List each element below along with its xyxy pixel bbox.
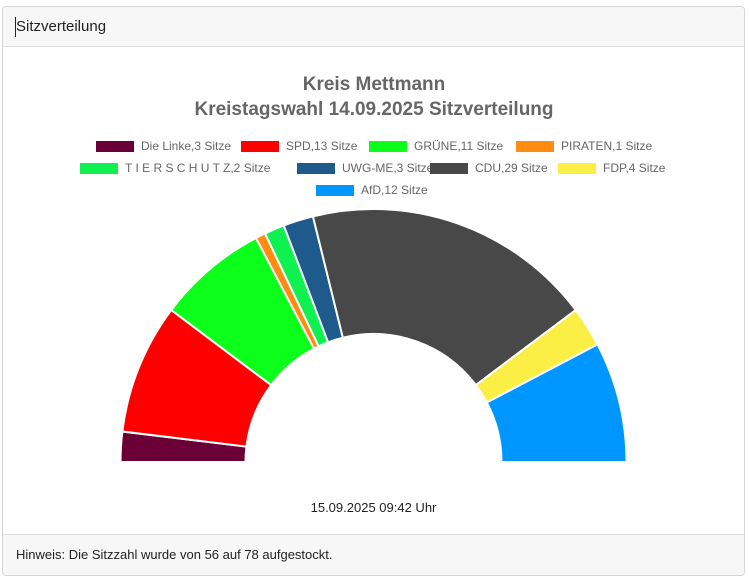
legend-label-spd[interactable]: SPD,13 Sitze [286, 139, 358, 153]
chart-title-line-2: Kreistagswahl 14.09.2025 Sitzverteilung [194, 99, 553, 120]
legend-swatch-die-linke[interactable] [96, 141, 134, 152]
legend-swatch-fdp[interactable] [558, 163, 596, 174]
chart-slices [119, 208, 628, 463]
seat-distribution-chart: Kreis Mettmann Kreistagswahl 14.09.2025 … [80, 74, 666, 463]
chart-title-line-1: Kreis Mettmann [303, 74, 446, 95]
chart-legend: Die Linke,3 Sitze SPD,13 Sitze GRÜNE,11 Si… [80, 139, 666, 197]
legend-label-die-linke[interactable]: Die Linke,3 Sitze [141, 139, 231, 153]
legend-swatch-spd[interactable] [241, 141, 279, 152]
legend-label-uwg-me[interactable]: UWG-ME,3 Sitze [342, 161, 434, 175]
legend-label-cdu[interactable]: CDU,29 Sitze [475, 161, 548, 175]
legend-swatch-cdu[interactable] [430, 163, 468, 174]
card-footer: Hinweis: Die Sitzzahl wurde von 56 auf 7… [3, 534, 744, 575]
text-cursor [15, 17, 16, 37]
legend-swatch-t-i-e-r-s-c-h-u-t-z[interactable] [80, 163, 118, 174]
slice-cdu[interactable] [311, 208, 578, 387]
card-header: Sitzverteilung [3, 7, 744, 47]
legend-swatch-afd[interactable] [316, 185, 354, 196]
seat-distribution-card: Sitzverteilung Kreis Mettmann Kreistagsw… [2, 6, 745, 576]
card-title: Sitzverteilung [16, 18, 107, 35]
legend-swatch-piraten[interactable] [516, 141, 554, 152]
legend-label-t-i-e-r-s-c-h-u-t-z[interactable]: T I E R S C H U T Z,2 Sitze [125, 161, 271, 175]
legend-swatch-uwg-me[interactable] [297, 163, 335, 174]
slice-afd[interactable] [485, 343, 628, 463]
legend-label-fdp[interactable]: FDP,4 Sitze [603, 161, 666, 175]
timestamp: 15.09.2025 09:42 Uhr [310, 500, 437, 515]
footer-note: Hinweis: Die Sitzzahl wurde von 56 auf 7… [16, 547, 333, 562]
legend-label-piraten[interactable]: PIRATEN,1 Sitze [561, 139, 652, 153]
legend-label-afd[interactable]: AfD,12 Sitze [361, 183, 428, 197]
legend-label-grüne[interactable]: GRÜNE,11 Sitze [414, 139, 503, 153]
legend-swatch-grüne[interactable] [369, 141, 407, 152]
